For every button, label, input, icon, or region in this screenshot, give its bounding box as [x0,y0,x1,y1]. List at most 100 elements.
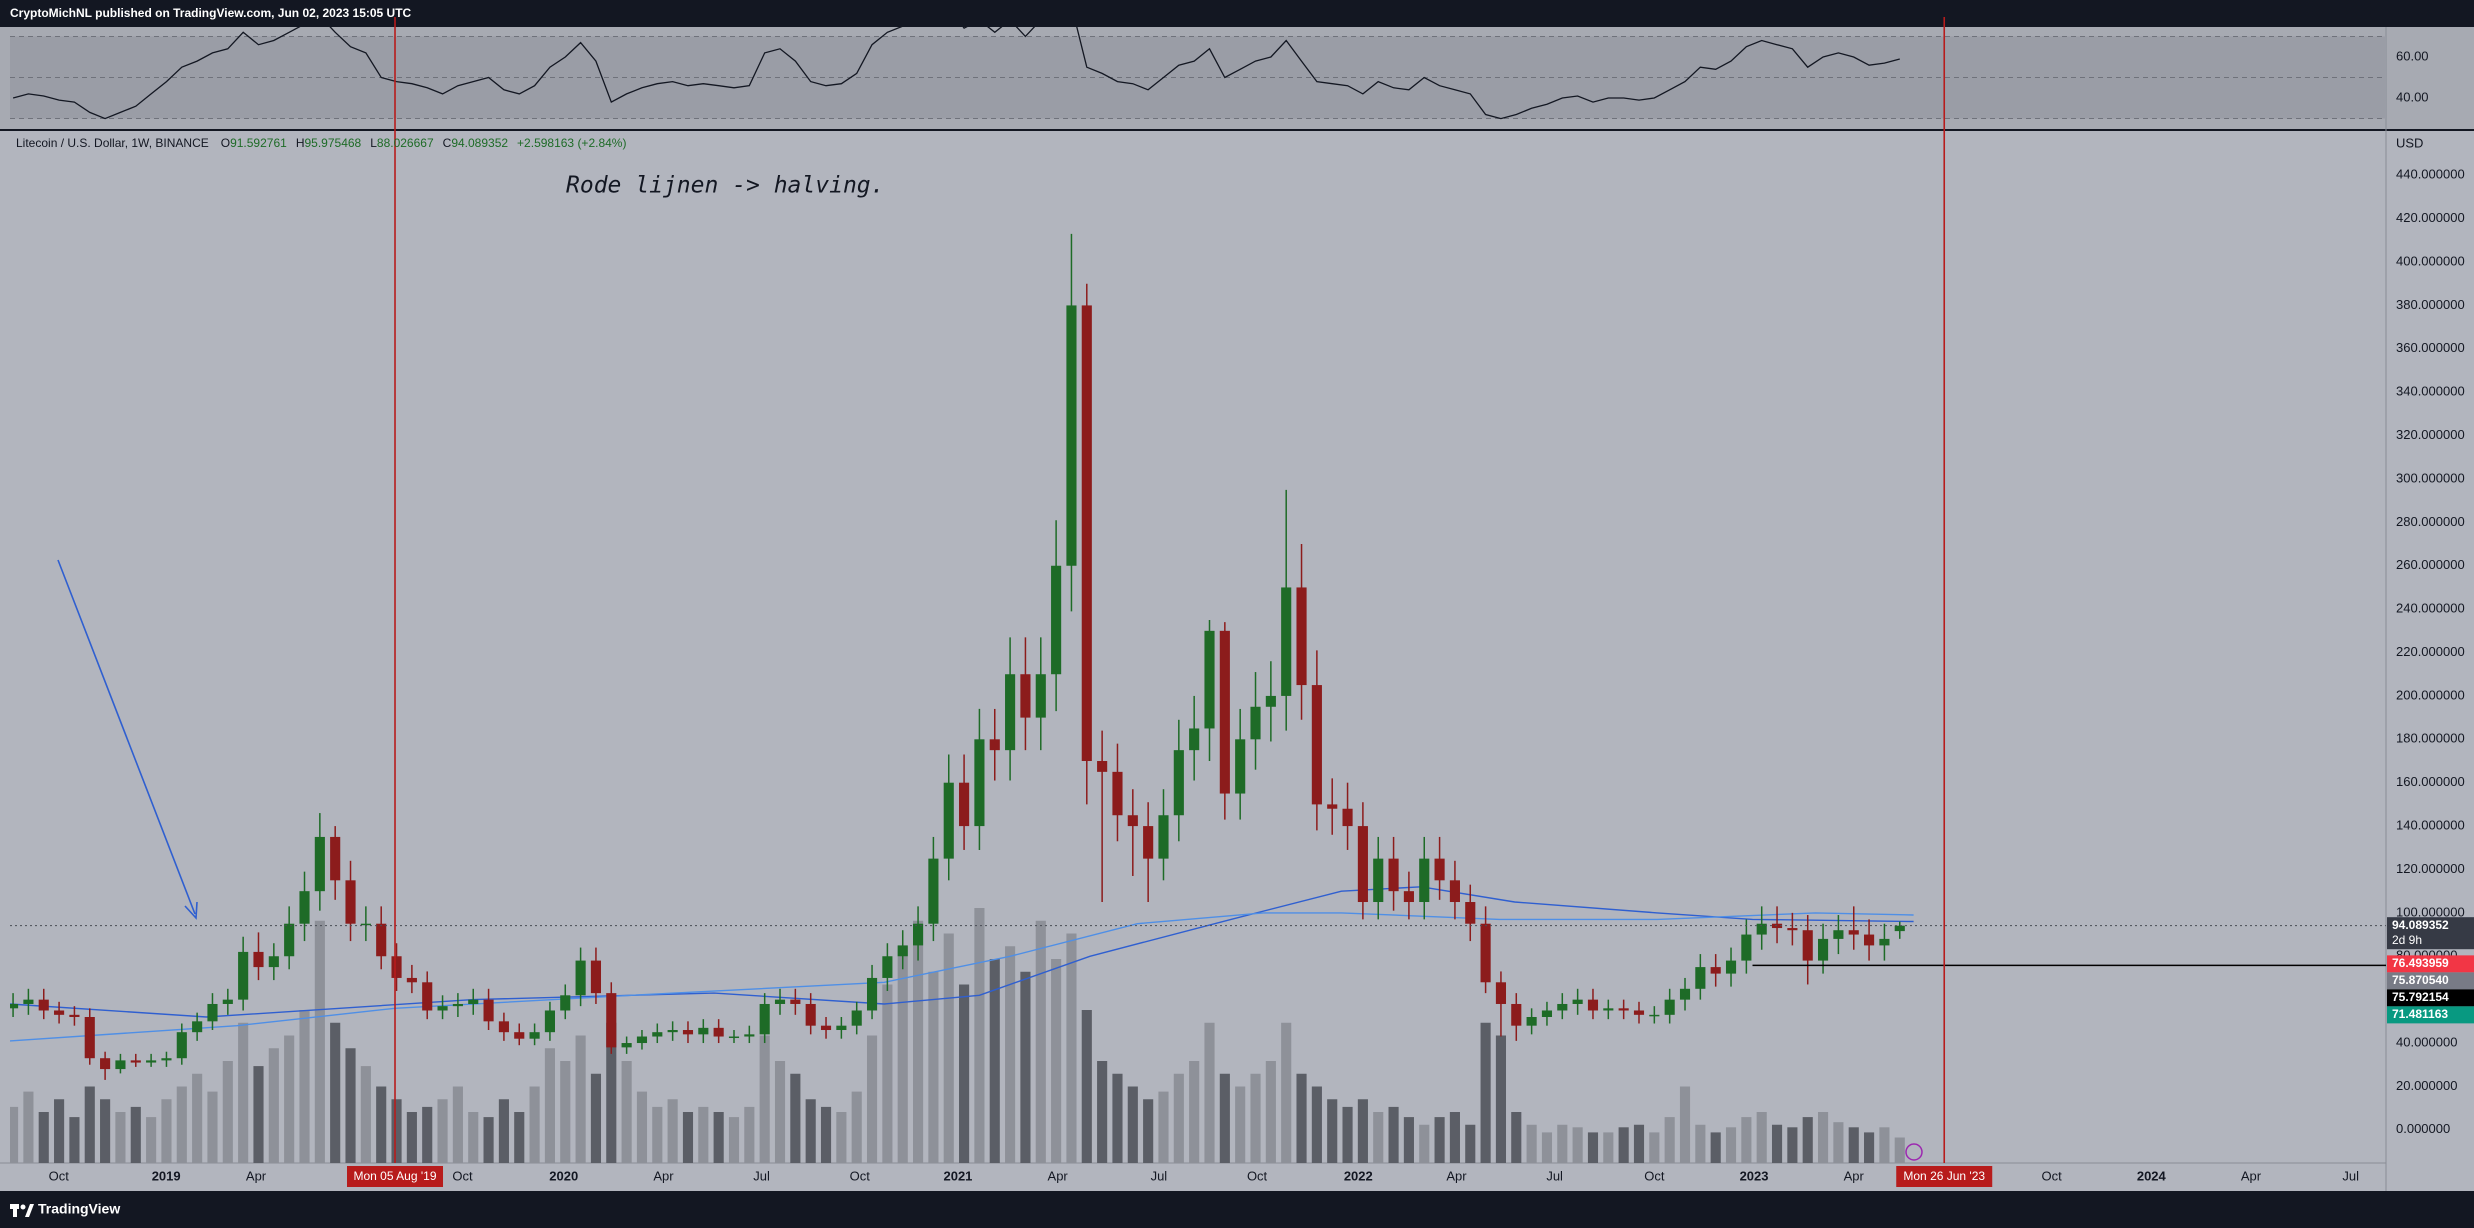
candle-body [115,1060,126,1070]
candle-body [1388,858,1399,892]
x-tick-label: 2023 [1740,1168,1769,1183]
crosshair-label: Mon 26 Jun '23 [1903,1169,1985,1183]
volume-bar [284,1035,295,1163]
x-tick-label: Oct [850,1168,871,1183]
volume-bar [1327,1099,1338,1163]
candle-body [360,923,371,926]
price-label-box [2387,955,2474,973]
drawing-arrow [57,559,198,920]
volume-bar [468,1112,479,1163]
legend-symbol: Litecoin / U.S. Dollar, 1W, BINANCE [16,136,209,150]
volume-bar [575,1035,586,1163]
candle-body [345,880,356,924]
candle-body [1265,695,1276,707]
volume-bar [498,1099,509,1163]
candle-body [1204,630,1215,729]
volume-bar [1265,1061,1276,1163]
candle-body [1112,771,1123,816]
volume-bar [54,1099,65,1163]
volume-bar [1787,1127,1798,1163]
candle-body [422,982,433,1011]
volume-bar [1357,1099,1368,1163]
x-tick-label: Apr [1048,1168,1069,1183]
legend-value: 95.975468 [304,136,361,150]
volume-bar [1158,1091,1169,1163]
volume-bar [207,1091,218,1163]
volume-bar [345,1048,356,1163]
candle-body [1557,1003,1568,1011]
candle-body [1495,982,1507,1004]
volume-bar [1189,1061,1200,1163]
candle-body [437,1006,448,1011]
candle-body [1526,1016,1537,1026]
volume-bar [437,1099,448,1163]
candle-body [1541,1010,1553,1017]
candle-body [207,1003,218,1022]
volume-bar [1894,1137,1905,1163]
volume-bar [1633,1124,1645,1163]
annotation: Rode lijnen -> halving. [566,173,885,199]
candle-body [1771,923,1783,929]
candle-body [667,1030,678,1033]
candle-body [575,960,586,996]
candle-body [1158,815,1169,859]
candle-body [1327,804,1338,809]
volume-bar [1419,1124,1430,1163]
candle-body [1342,808,1353,827]
arrow-shaft [57,559,196,915]
candle-body [468,999,479,1004]
candle-body [1189,728,1200,751]
volume-bar [1373,1112,1384,1163]
event-icon[interactable] [1905,1143,1923,1161]
candle-body [1864,934,1875,946]
volume-bar [1679,1086,1691,1163]
volume-bar [314,920,325,1163]
candle-body [1848,930,1859,935]
x-tick-label: Oct [1644,1168,1665,1183]
y-tick-label: 320.000000 [2396,427,2465,442]
x-tick-label: Apr [653,1168,674,1183]
candle-body [1894,925,1905,932]
volume-bar [1511,1112,1522,1163]
legend-field: H [296,136,305,150]
candle-body [805,1003,816,1026]
y-tick-label: 200.000000 [2396,687,2465,702]
candle-body [498,1021,509,1033]
candle-body [69,1014,80,1017]
volume-bar [1127,1086,1138,1163]
y-tick-label: 100.000000 [2396,904,2465,919]
candle-body [974,739,985,827]
volume-bar [514,1112,525,1163]
candle-body [1710,967,1721,974]
candle-body [652,1032,663,1037]
candle-body [882,956,893,978]
volume-bar [851,1091,862,1163]
countdown-label: 2d 9h [2392,933,2422,947]
volume-bar [1495,1035,1507,1163]
candle-body [943,782,954,859]
candle-body [606,993,617,1048]
candle-body [1173,750,1184,816]
candle-body [1572,999,1583,1004]
x-tick-label: Oct [2041,1168,2062,1183]
x-tick-label: Oct [452,1168,473,1183]
volume-bar [422,1106,433,1163]
volume-bar [1051,959,1062,1163]
candle-body [1679,988,1691,1000]
y-tick-label: 380.000000 [2396,297,2465,312]
x-tick-label: Jul [1151,1168,1168,1183]
candle-body [268,956,279,968]
volume-bar [222,1061,233,1163]
candle-body [1618,1008,1629,1011]
y-tick-label: 40.000000 [2396,1034,2457,1049]
crosshair-label-box [1896,1166,1993,1187]
volume-bar [376,1086,387,1163]
price-label: 75.792154 [2392,990,2449,1004]
x-tick-label: Jul [753,1168,770,1183]
volume-bar [1541,1132,1553,1163]
price-label-box [2387,989,2474,1007]
x-tick-label: Apr [2241,1168,2262,1183]
volume-bar [897,946,908,1163]
volume-bar [299,1010,310,1163]
